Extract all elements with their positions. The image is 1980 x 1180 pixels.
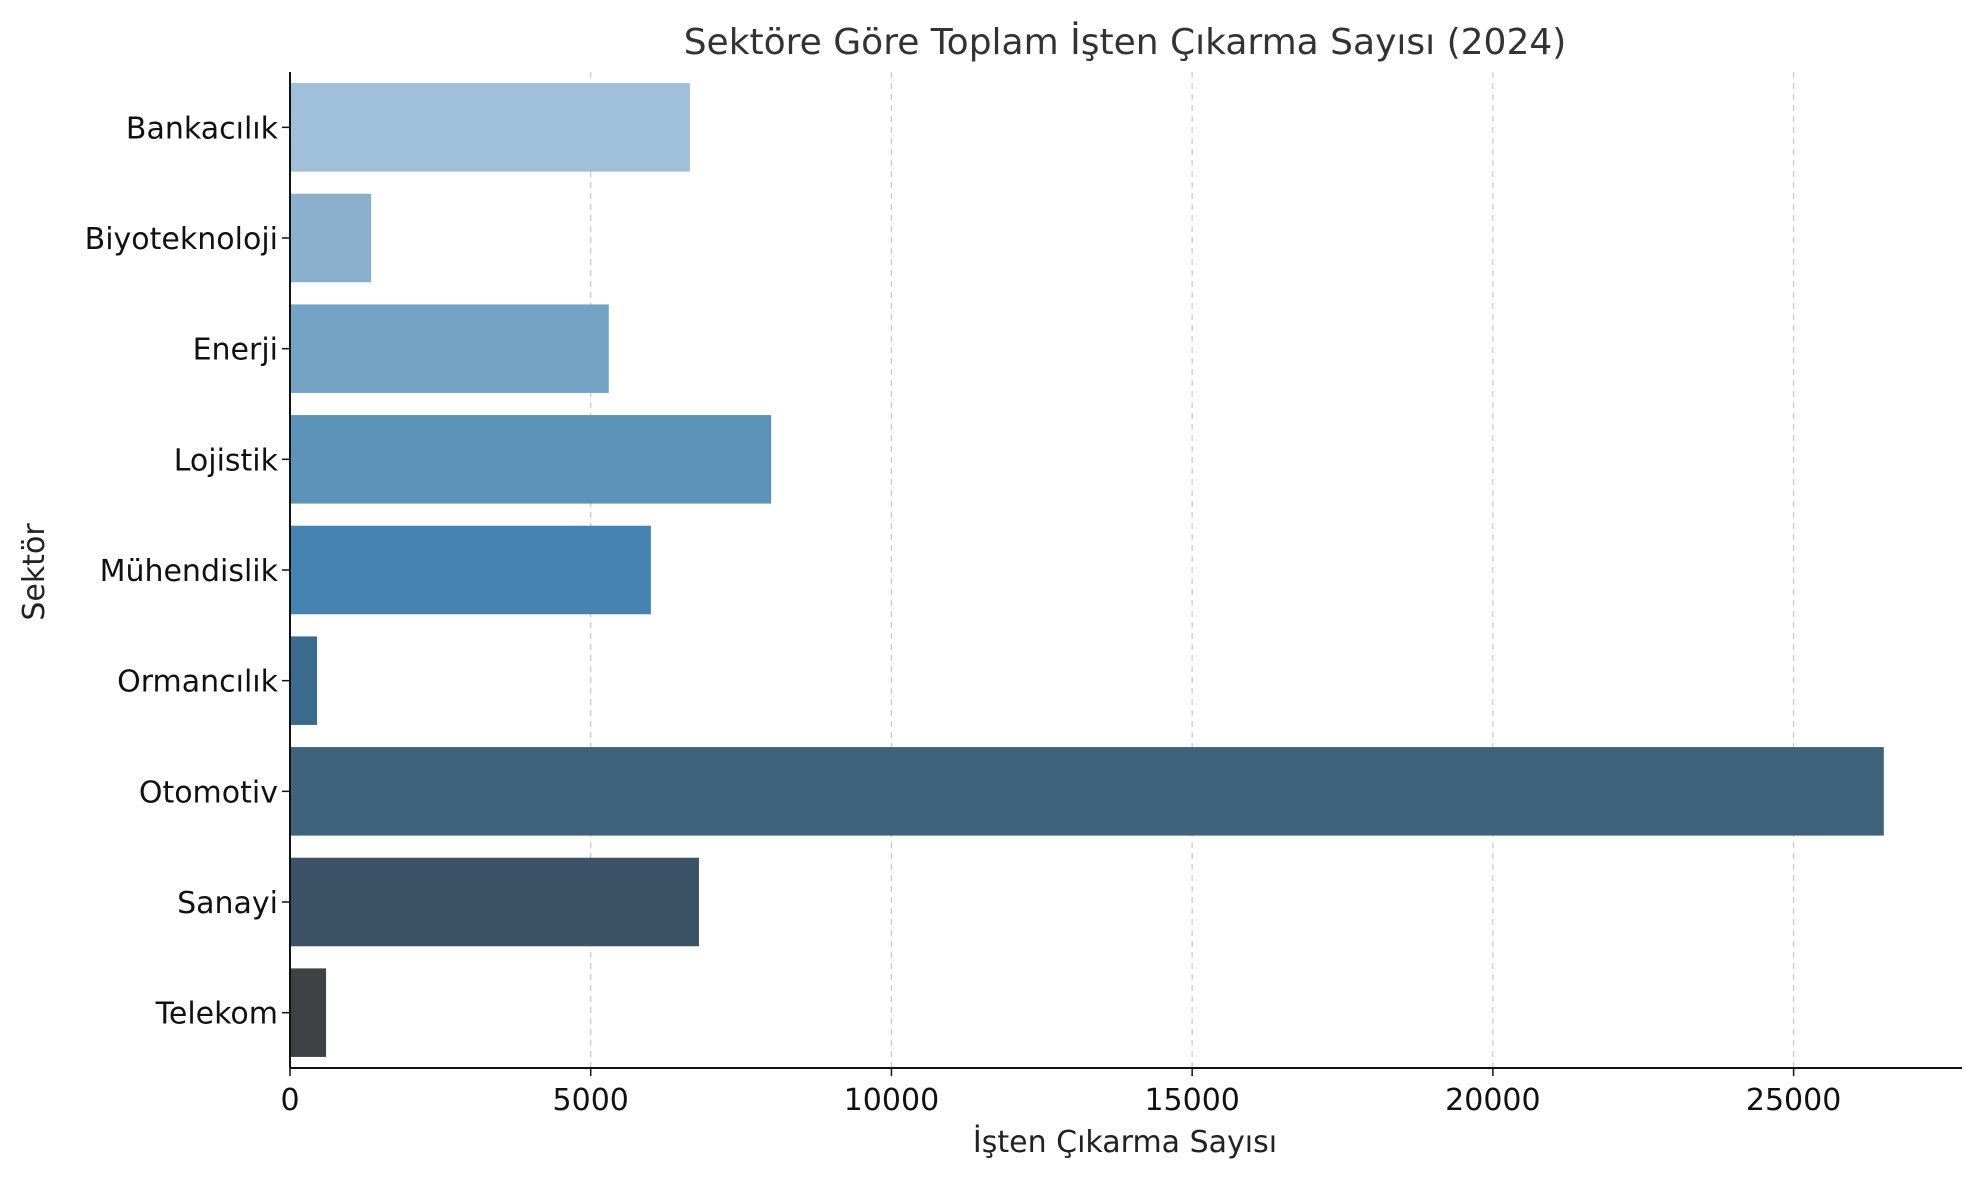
bar-2 <box>290 193 372 283</box>
y-tick-label: Telekom <box>155 997 278 1032</box>
bar-5 <box>290 525 651 615</box>
y-tick-label: Mühendislik <box>100 554 279 589</box>
y-tick-label: Otomotiv <box>139 775 278 810</box>
x-tick-label: 15000 <box>1144 1083 1239 1118</box>
y-axis-label: Sektör <box>17 523 52 621</box>
x-ticks: 0 5000 10000 15000 20000 25000 <box>280 1068 1841 1118</box>
y-tick-label: Bankacılık <box>126 111 279 146</box>
bars <box>290 83 1884 1057</box>
x-tick-label: 5000 <box>553 1083 629 1118</box>
x-tick-label: 0 <box>280 1083 299 1118</box>
bar-4 <box>290 415 772 504</box>
y-tick-label: Lojistik <box>174 443 279 478</box>
bar-9 <box>290 968 327 1057</box>
bar-1 <box>290 83 690 172</box>
x-axis-label: İşten Çıkarma Sayısı <box>973 1124 1277 1160</box>
y-ticks: Bankacılık Biyoteknoloji Enerji Lojistik Müh… <box>85 111 290 1032</box>
x-tick-label: 10000 <box>844 1083 939 1118</box>
bar-8 <box>290 857 699 947</box>
x-tick-label: 20000 <box>1445 1083 1540 1118</box>
y-tick-label: Sanayi <box>177 886 278 921</box>
bar-7 <box>290 747 1884 836</box>
y-tick-label: Enerji <box>193 333 278 368</box>
bar-3 <box>290 304 609 393</box>
x-tick-label: 25000 <box>1746 1083 1841 1118</box>
y-tick-label: Biyoteknoloji <box>85 222 278 257</box>
grid-lines <box>590 72 1795 1068</box>
chart-title: Sektöre Göre Toplam İşten Çıkarma Sayısı… <box>684 21 1567 63</box>
y-tick-label: Ormancılık <box>117 665 279 700</box>
bar-6 <box>290 636 318 725</box>
